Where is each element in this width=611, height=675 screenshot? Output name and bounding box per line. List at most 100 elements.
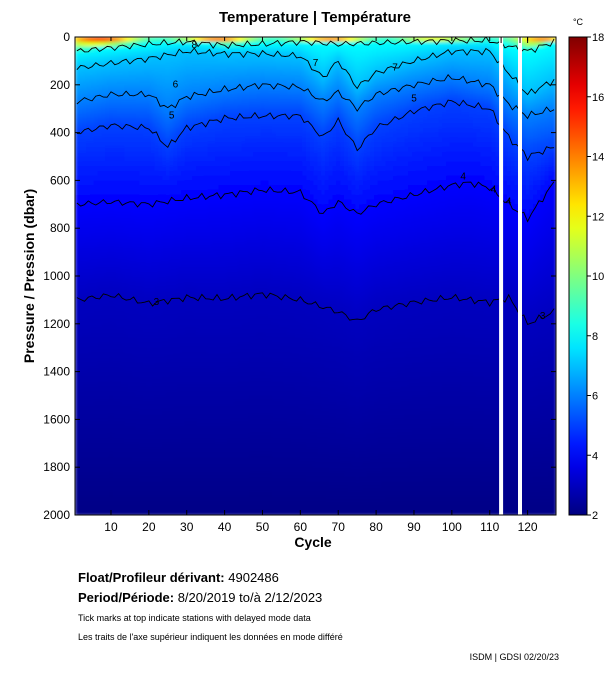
heatmap-cell: [215, 175, 220, 181]
heatmap-cell: [128, 237, 133, 244]
heatmap-cell: [222, 481, 228, 487]
heatmap-cell: [173, 127, 178, 134]
heatmap-cell: [154, 376, 159, 382]
heatmap-cell: [90, 319, 95, 325]
heatmap-cell: [184, 405, 190, 411]
heatmap-cell: [230, 37, 235, 43]
heatmap-cell: [215, 414, 220, 420]
heatmap-cell: [241, 247, 247, 253]
heatmap-cell: [203, 118, 209, 124]
heatmap-cell: [169, 409, 175, 416]
heatmap-cell: [90, 419, 95, 425]
heatmap-cell: [207, 80, 212, 86]
heatmap-cell: [124, 405, 129, 411]
heatmap-cell: [196, 156, 201, 162]
heatmap-cell: [120, 161, 125, 167]
heatmap-cell: [116, 476, 122, 483]
heatmap-cell: [154, 75, 159, 81]
heatmap-cell: [86, 142, 91, 148]
heatmap-cell: [120, 89, 125, 95]
heatmap-cell: [109, 505, 114, 511]
heatmap-cell: [173, 366, 178, 373]
heatmap-cell: [124, 142, 129, 148]
heatmap-cell: [82, 414, 87, 420]
heatmap-cell: [124, 266, 129, 272]
heatmap-cell: [215, 84, 220, 91]
heatmap-cell: [169, 319, 175, 325]
heatmap-cell: [173, 409, 178, 416]
heatmap-cell: [139, 452, 144, 459]
heatmap-cell: [105, 170, 110, 177]
heatmap-cell: [135, 295, 140, 301]
heatmap-cell: [116, 271, 122, 277]
heatmap-cell: [139, 424, 144, 430]
heatmap-cell: [109, 295, 114, 301]
heatmap-cell: [82, 118, 87, 124]
heatmap-cell: [218, 385, 224, 392]
heatmap-cell: [97, 505, 103, 511]
heatmap-cell: [78, 252, 84, 258]
heatmap-cell: [75, 500, 80, 507]
heatmap-cell: [105, 486, 110, 492]
heatmap-cell: [260, 103, 265, 110]
heatmap-cell: [196, 405, 201, 411]
heatmap-cell: [237, 156, 243, 162]
heatmap-cell: [116, 405, 122, 411]
heatmap-cell: [93, 223, 99, 229]
heatmap-cell: [128, 338, 133, 344]
heatmap-cell: [260, 75, 265, 81]
heatmap-cell: [241, 137, 247, 143]
heatmap-cell: [116, 319, 122, 325]
heatmap-cell: [93, 166, 99, 172]
heatmap-cell: [86, 175, 91, 181]
heatmap-cell: [162, 51, 167, 57]
heatmap-cell: [154, 314, 159, 320]
heatmap-cell: [207, 295, 212, 301]
heatmap-cell: [93, 142, 99, 148]
heatmap-cell: [177, 476, 182, 483]
heatmap-cell: [86, 428, 91, 435]
heatmap-cell: [181, 390, 186, 397]
chart-title: Temperature | Température: [219, 9, 411, 26]
heatmap-cell: [143, 175, 148, 181]
heatmap-cell: [101, 89, 106, 95]
heatmap-cell: [97, 99, 103, 105]
heatmap-cell: [245, 304, 250, 311]
heatmap-cell: [245, 113, 250, 119]
heatmap-cell: [215, 261, 220, 268]
heatmap-cell: [162, 232, 167, 239]
heatmap-cell: [143, 218, 148, 225]
heatmap-cell: [256, 194, 262, 201]
heatmap-cell: [181, 89, 186, 95]
heatmap-cell: [249, 256, 254, 263]
heatmap-cell: [226, 491, 231, 497]
heatmap-cell: [260, 146, 265, 153]
heatmap-cell: [90, 51, 95, 57]
heatmap-cell: [192, 481, 197, 487]
heatmap-cell: [154, 438, 159, 444]
heatmap-cell: [78, 471, 84, 478]
heatmap-cell: [128, 319, 133, 325]
heatmap-cell: [230, 457, 235, 464]
heatmap-cell: [139, 276, 144, 282]
heatmap-cell: [173, 108, 178, 115]
heatmap-cell: [131, 471, 137, 478]
heatmap-cell: [207, 199, 212, 205]
heatmap-cell: [154, 347, 159, 354]
heatmap-cell: [218, 481, 224, 487]
heatmap-cell: [75, 314, 80, 320]
heatmap-cell: [203, 228, 209, 234]
heatmap-cell: [93, 452, 99, 459]
heatmap-cell: [203, 314, 209, 320]
heatmap-cell: [226, 228, 231, 234]
heatmap-cell: [245, 428, 250, 435]
heatmap-cell: [196, 65, 201, 72]
heatmap-cell: [82, 457, 87, 464]
heatmap-cell: [109, 424, 114, 430]
heatmap-cell: [173, 199, 178, 205]
heatmap-cell: [93, 352, 99, 358]
heatmap-cell: [154, 495, 159, 502]
heatmap-cell: [78, 223, 84, 229]
heatmap-cell: [112, 237, 118, 244]
heatmap-cell: [90, 357, 95, 363]
